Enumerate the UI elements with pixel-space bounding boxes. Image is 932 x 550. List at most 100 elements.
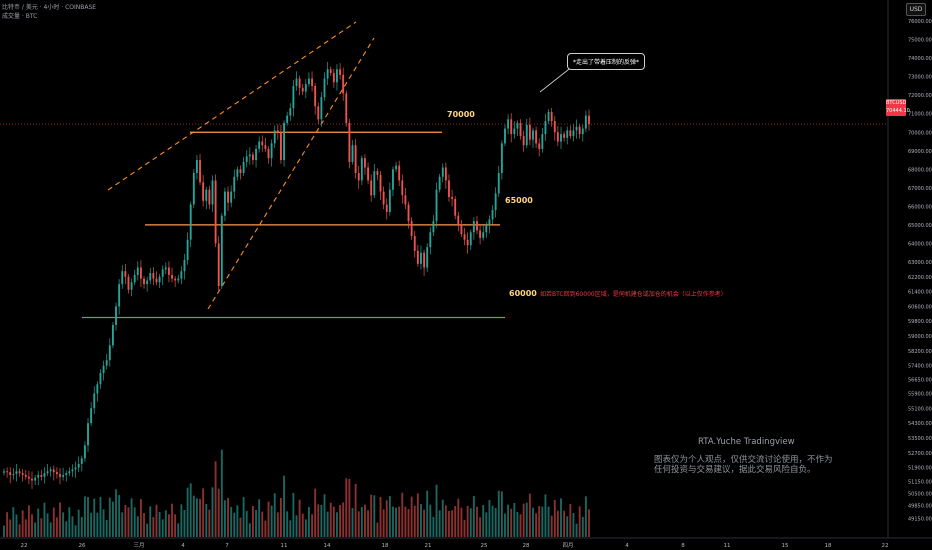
candle-body bbox=[276, 130, 279, 133]
volume-bar bbox=[392, 506, 394, 537]
candle-body bbox=[217, 243, 220, 287]
candle-body bbox=[304, 84, 307, 92]
volume-bar bbox=[342, 502, 345, 537]
volume-bar bbox=[298, 499, 301, 537]
volume-bar bbox=[99, 497, 102, 537]
symbol-header: 比特币 / 美元 · 4小时 · COINBASE 成交量 · BTC bbox=[2, 3, 96, 21]
volume-bar bbox=[62, 512, 65, 537]
candle-body bbox=[90, 408, 93, 424]
volume-bar bbox=[68, 507, 71, 537]
candle-body bbox=[569, 130, 572, 136]
volume-bar bbox=[127, 507, 130, 537]
candle-body bbox=[522, 135, 525, 146]
candle-body bbox=[379, 174, 382, 192]
candle-body bbox=[208, 189, 211, 205]
candle-body bbox=[31, 478, 33, 481]
candle-body bbox=[273, 130, 276, 144]
volume-bar bbox=[488, 500, 491, 537]
candle-body bbox=[295, 78, 298, 86]
volume-bar bbox=[245, 511, 248, 537]
volume-bar bbox=[301, 513, 304, 537]
volume-bar bbox=[143, 513, 145, 537]
volume-bar bbox=[326, 511, 329, 537]
volume-bar bbox=[111, 501, 114, 537]
volume-bar bbox=[578, 506, 581, 537]
candle-body bbox=[283, 123, 285, 161]
volume-bar bbox=[444, 505, 447, 537]
candle-body bbox=[413, 236, 416, 251]
volume-bar bbox=[24, 519, 27, 537]
candle-body bbox=[102, 365, 105, 374]
volume-bar bbox=[267, 501, 270, 537]
volume-bar bbox=[31, 514, 33, 537]
y-tick-label: 63000.00 bbox=[908, 260, 932, 266]
volume-bar bbox=[248, 523, 251, 537]
trendline-upper bbox=[107, 21, 357, 191]
candle-body bbox=[164, 267, 167, 270]
candle-body bbox=[532, 130, 534, 140]
volume-bar bbox=[37, 508, 40, 537]
volume-bar bbox=[388, 496, 391, 537]
currency-button[interactable]: USD bbox=[906, 3, 926, 16]
volume-bar bbox=[43, 502, 46, 537]
volume-bar bbox=[18, 524, 21, 537]
candle-body bbox=[174, 278, 177, 281]
volume-bar bbox=[223, 500, 226, 537]
candle-body bbox=[395, 165, 398, 170]
volume-bar bbox=[413, 505, 416, 537]
volume-bar bbox=[398, 506, 401, 537]
candle-body bbox=[230, 191, 233, 203]
volume-bar bbox=[239, 517, 242, 537]
volume-bar bbox=[385, 500, 388, 537]
volume-bar bbox=[314, 488, 317, 537]
candle-body bbox=[357, 173, 360, 181]
volume-bar bbox=[460, 507, 463, 537]
volume-bar bbox=[469, 508, 472, 537]
y-tick-label: 54300.00 bbox=[908, 421, 932, 427]
volume-bar bbox=[528, 493, 531, 537]
volume-bar bbox=[202, 488, 205, 537]
volume-bar bbox=[494, 508, 497, 537]
annotation-callout[interactable]: *走出了带着压制的反弹* bbox=[567, 53, 646, 70]
watermark-body: 图表仅为个人观点，仅供交流讨论使用，不作为任何投资与交易建议，据此交易风险自负。 bbox=[654, 455, 833, 475]
volume-bar bbox=[280, 498, 282, 537]
candle-body bbox=[286, 115, 289, 124]
volume-bar bbox=[532, 507, 534, 537]
candle-body bbox=[301, 87, 304, 92]
volume-bar bbox=[466, 506, 469, 537]
volume-bar bbox=[108, 497, 111, 537]
candle-body bbox=[146, 280, 149, 285]
y-tick-label: 76000.00 bbox=[908, 19, 932, 25]
volume-bar bbox=[357, 511, 360, 537]
candle-body bbox=[118, 284, 121, 307]
candle-body bbox=[242, 161, 245, 174]
candle-body bbox=[364, 158, 366, 168]
volume-bar bbox=[270, 505, 273, 537]
candle-body bbox=[476, 221, 478, 231]
volume-bar bbox=[588, 509, 590, 537]
candle-body bbox=[454, 198, 457, 216]
volume-bar bbox=[217, 488, 220, 537]
volume-bar bbox=[410, 496, 413, 537]
volume-bar bbox=[373, 495, 376, 537]
volume-bar bbox=[65, 521, 68, 537]
volume-bar bbox=[323, 494, 326, 537]
volume-bar bbox=[155, 504, 158, 537]
volume-bar bbox=[55, 517, 58, 537]
candle-body bbox=[195, 160, 198, 174]
volume-bar bbox=[379, 497, 382, 537]
candle-body bbox=[252, 154, 254, 161]
candle-body bbox=[332, 72, 335, 83]
volume-bar bbox=[3, 525, 5, 537]
candle-body bbox=[485, 224, 488, 233]
volume-bar bbox=[77, 509, 80, 537]
volume-bar bbox=[538, 506, 541, 537]
volume-bar bbox=[476, 506, 478, 537]
volume-bar bbox=[15, 514, 18, 537]
candle-body bbox=[46, 471, 49, 474]
candle-body bbox=[466, 239, 469, 246]
candle-body bbox=[52, 469, 55, 473]
y-tick-label: 72000.00 bbox=[908, 93, 932, 99]
volume-bar bbox=[563, 510, 566, 537]
